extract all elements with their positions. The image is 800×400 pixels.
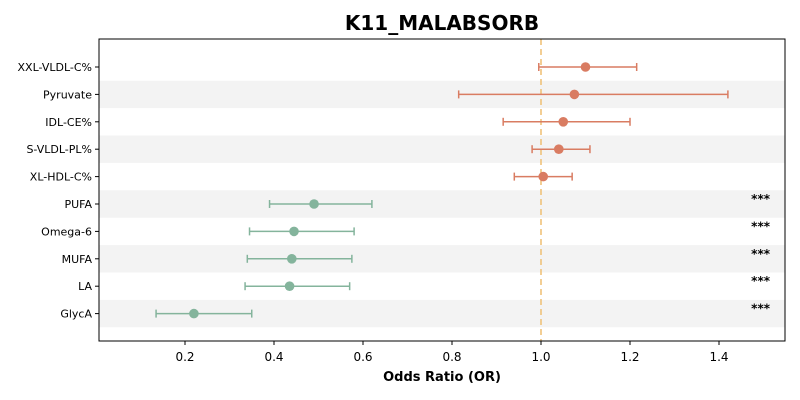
or-point xyxy=(580,62,591,72)
row-band xyxy=(99,245,785,273)
x-tick-label: 0.8 xyxy=(442,350,461,364)
x-tick-label: 1.2 xyxy=(620,350,639,364)
y-tick-label: MUFA xyxy=(62,253,93,266)
y-tick-label: XL-HDL-C% xyxy=(30,171,92,184)
x-tick-label: 0.2 xyxy=(175,350,194,364)
chart-title: K11_MALABSORB xyxy=(345,11,539,35)
forest-row xyxy=(513,171,573,182)
forest-row xyxy=(502,117,631,127)
significance-label: *** xyxy=(751,247,771,261)
y-tick-label: GlycA xyxy=(60,308,92,321)
y-tick-label: Omega-6 xyxy=(41,225,92,238)
y-tick-label: S-VLDL-PL% xyxy=(26,143,92,156)
forest-row: *** xyxy=(244,274,771,292)
row-bands xyxy=(99,80,785,328)
y-tick-label: IDL-CE% xyxy=(45,116,92,129)
forest-row xyxy=(457,89,729,100)
plot-frame xyxy=(98,38,786,342)
x-tick-label: 1.4 xyxy=(709,350,728,364)
or-point xyxy=(569,89,580,100)
x-tick-label: 1.0 xyxy=(531,350,550,364)
or-point xyxy=(189,308,199,319)
significance-label: *** xyxy=(751,192,771,206)
y-tick-label: XXL-VLDL-C% xyxy=(18,61,93,74)
y-tick-label: LA xyxy=(78,280,92,293)
significance-label: *** xyxy=(751,302,771,316)
y-axis: XXL-VLDL-C% Pyruvate IDL-CE% S-VLDL-PL% XL-H… xyxy=(18,61,99,321)
y-tick-label: Pyruvate xyxy=(43,88,92,101)
row-band xyxy=(99,135,785,163)
row-band xyxy=(99,190,785,218)
forest-row xyxy=(538,62,638,72)
or-point xyxy=(538,171,549,182)
forest-row: *** xyxy=(268,192,771,209)
x-axis-label: Odds Ratio (OR) xyxy=(383,370,501,385)
data-marks: *** *** *** *** *** xyxy=(155,62,771,319)
forest-row xyxy=(531,144,591,154)
or-point xyxy=(287,253,297,264)
significance-label: *** xyxy=(751,219,771,233)
forest-row: *** xyxy=(155,302,771,319)
significance-label: *** xyxy=(751,274,771,288)
x-tick-label: 0.4 xyxy=(264,350,283,364)
x-tick-label: 0.6 xyxy=(353,350,372,364)
or-point xyxy=(284,281,295,292)
or-point xyxy=(289,226,299,237)
forest-row: *** xyxy=(248,219,771,237)
x-axis: 0.2 0.4 0.6 0.8 1.0 1.2 1.4 xyxy=(175,341,729,364)
or-point xyxy=(558,117,569,127)
or-point xyxy=(309,199,319,209)
y-tick-label: PUFA xyxy=(64,198,92,211)
forest-row: *** xyxy=(246,247,771,264)
or-point xyxy=(554,144,564,154)
